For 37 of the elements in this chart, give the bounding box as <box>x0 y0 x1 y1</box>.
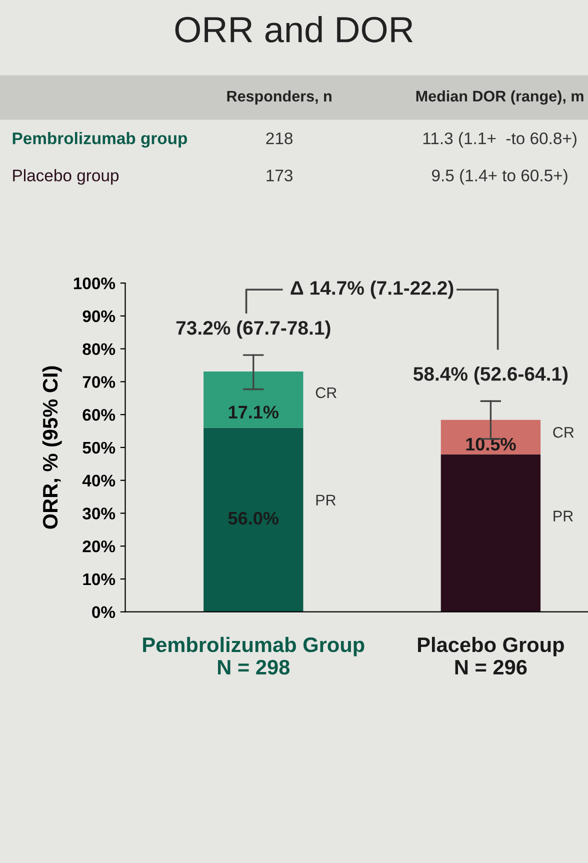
y-tick-label: 0% <box>92 606 116 618</box>
y-tick-label: 50% <box>82 442 116 454</box>
y-tick-label: 10% <box>83 573 116 586</box>
text: CR <box>316 387 336 398</box>
x-tick-label: Pembrolizumab Group N = 298 <box>143 636 364 675</box>
y-tick-label: 60% <box>82 408 116 421</box>
y-tick-label: 70% <box>82 376 116 388</box>
y-tick-label: 100% <box>74 277 116 290</box>
series-label: CR <box>553 426 574 438</box>
text: Responders, n <box>227 90 332 105</box>
text: Median DOR (range), m <box>416 90 584 105</box>
data-label: 10.5% <box>466 438 516 451</box>
text: PR <box>316 494 336 506</box>
y-tick-label: 40% <box>82 474 116 487</box>
chart-title: ORR and DOR <box>175 16 413 42</box>
y-axis-title: ORR, % (95% CI) <box>42 366 62 529</box>
text: 173 <box>266 170 292 182</box>
text: 218 <box>266 132 292 144</box>
text: 9.5 (1.4+ to 60.5+) <box>432 169 568 185</box>
annotation: 73.2% (67.7-78.1) <box>176 320 330 339</box>
y-tick-label: 20% <box>82 540 116 552</box>
y-tick-label: 90% <box>82 310 116 322</box>
bar <box>204 372 304 428</box>
text: Pembrolizumab group <box>12 132 188 148</box>
bar <box>440 420 541 454</box>
x-tick-label: Placebo Group N = 296 <box>418 636 564 675</box>
annotation: 58.4% (52.6-64.1) <box>413 366 568 385</box>
bar <box>440 454 541 612</box>
data-label: 56.0% <box>228 512 279 525</box>
text: 11.3 (1.1+ -to 60.8+) <box>423 132 576 148</box>
y-tick-label: 30% <box>82 508 116 520</box>
annotation: Δ 14.7% (7.1-22.2) <box>290 280 454 299</box>
series-label: PR <box>554 510 573 522</box>
text: Placebo group <box>13 169 119 185</box>
bar <box>204 428 304 612</box>
data-label: 17.1% <box>228 406 279 418</box>
y-tick-label: 80% <box>82 343 116 356</box>
